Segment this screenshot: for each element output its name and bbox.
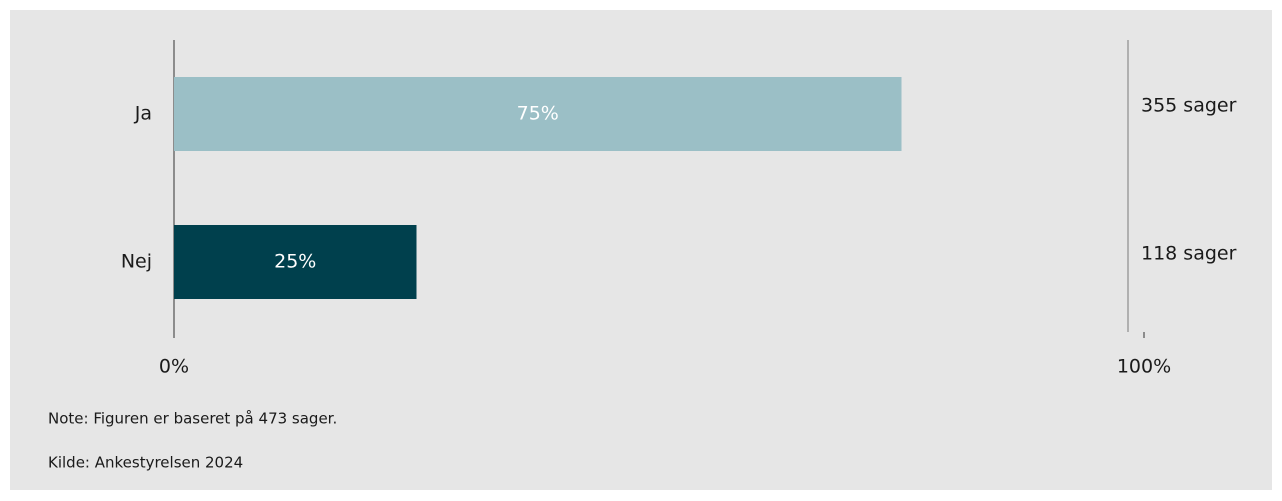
category-label: Nej — [121, 251, 152, 273]
value-label: 25% — [274, 251, 316, 273]
source: Kilde: Ankestyrelsen 2024 — [48, 454, 243, 472]
x-tick-label: 0% — [159, 356, 189, 378]
category-label: Ja — [134, 103, 152, 125]
bar — [174, 77, 902, 151]
value-label: 75% — [517, 103, 559, 125]
annotation: 118 sager — [1141, 243, 1237, 265]
bar — [174, 225, 417, 299]
annotation: 355 sager — [1141, 95, 1237, 117]
note: Note: Figuren er baseret på 473 sager. — [48, 410, 337, 428]
x-tick-label: 100% — [1117, 356, 1171, 378]
